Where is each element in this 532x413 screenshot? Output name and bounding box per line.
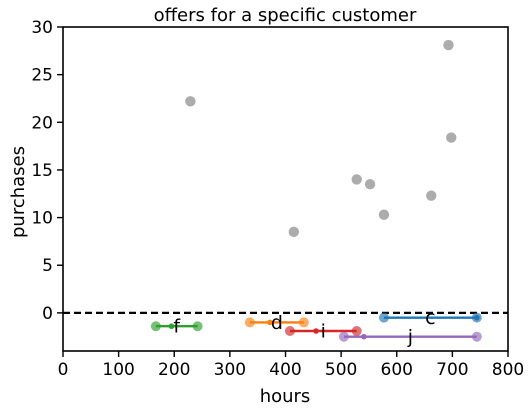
purchase-point-7 — [443, 39, 454, 51]
offer-f-mid-marker — [168, 323, 175, 330]
offer-i: i — [284, 320, 362, 342]
purchase-point-3 — [351, 174, 362, 185]
x-tick-label-200: 200 — [158, 360, 190, 380]
purchase-point-2 — [288, 226, 300, 238]
offer-i-mid-marker — [313, 328, 319, 334]
offer-f-end-marker — [192, 321, 203, 332]
x-tick-label-700: 700 — [436, 360, 468, 380]
offer-i-start-marker — [284, 325, 295, 336]
y-tick-label-30: 30 — [31, 18, 53, 38]
offer-d-label: d — [271, 312, 283, 334]
chart-title: offers for a specific customer — [154, 5, 417, 26]
offer-j-end-marker — [471, 331, 482, 342]
offer-c-mid-marker — [474, 314, 480, 321]
purchase-point-8 — [446, 132, 457, 143]
x-tick-label-800: 800 — [492, 360, 524, 380]
plot-frame — [62, 26, 509, 352]
purchase-point-1 — [185, 96, 196, 107]
y-tick-label-5: 5 — [42, 256, 53, 276]
x-axis-label: hours — [260, 386, 311, 407]
x-tick-label-0: 0 — [58, 360, 69, 380]
offer-j-mid-marker — [361, 333, 367, 340]
y-tick-label-20: 20 — [31, 113, 53, 133]
y-axis-label: purchases — [8, 146, 29, 238]
x-tick-label-400: 400 — [269, 360, 301, 380]
offer-d-start-marker — [244, 317, 255, 328]
offer-c-label: c — [425, 307, 435, 329]
purchase-point-5 — [378, 209, 390, 220]
y-tick-label-0: 0 — [42, 304, 53, 324]
x-tick-label-300: 300 — [214, 360, 246, 380]
offer-d-end-marker — [298, 317, 309, 328]
offer-f: f — [150, 316, 203, 338]
x-tick-label-500: 500 — [325, 360, 357, 380]
purchase-point-4 — [364, 179, 376, 190]
y-tick-label-25: 25 — [31, 66, 53, 86]
offer-i-label: i — [321, 320, 326, 342]
x-tick-label-100: 100 — [102, 360, 134, 380]
offer-f-start-marker — [150, 321, 161, 332]
y-tick-label-10: 10 — [31, 209, 53, 229]
offer-j-start-marker — [338, 331, 349, 342]
offer-d-mid-marker — [267, 319, 273, 326]
offer-d: d — [244, 312, 309, 334]
x-tick-label-600: 600 — [381, 360, 413, 380]
purchase-point-6 — [426, 190, 437, 201]
offer-i-end-marker — [351, 325, 362, 336]
offer-j-label: j — [407, 326, 413, 348]
plot-area: f d i cj — [63, 39, 508, 348]
offer-j: j — [338, 326, 482, 348]
offer-f-label: f — [173, 316, 181, 338]
offer-c: c — [378, 307, 482, 329]
y-tick-label-15: 15 — [31, 161, 53, 181]
offer-c-start-marker — [378, 312, 389, 323]
